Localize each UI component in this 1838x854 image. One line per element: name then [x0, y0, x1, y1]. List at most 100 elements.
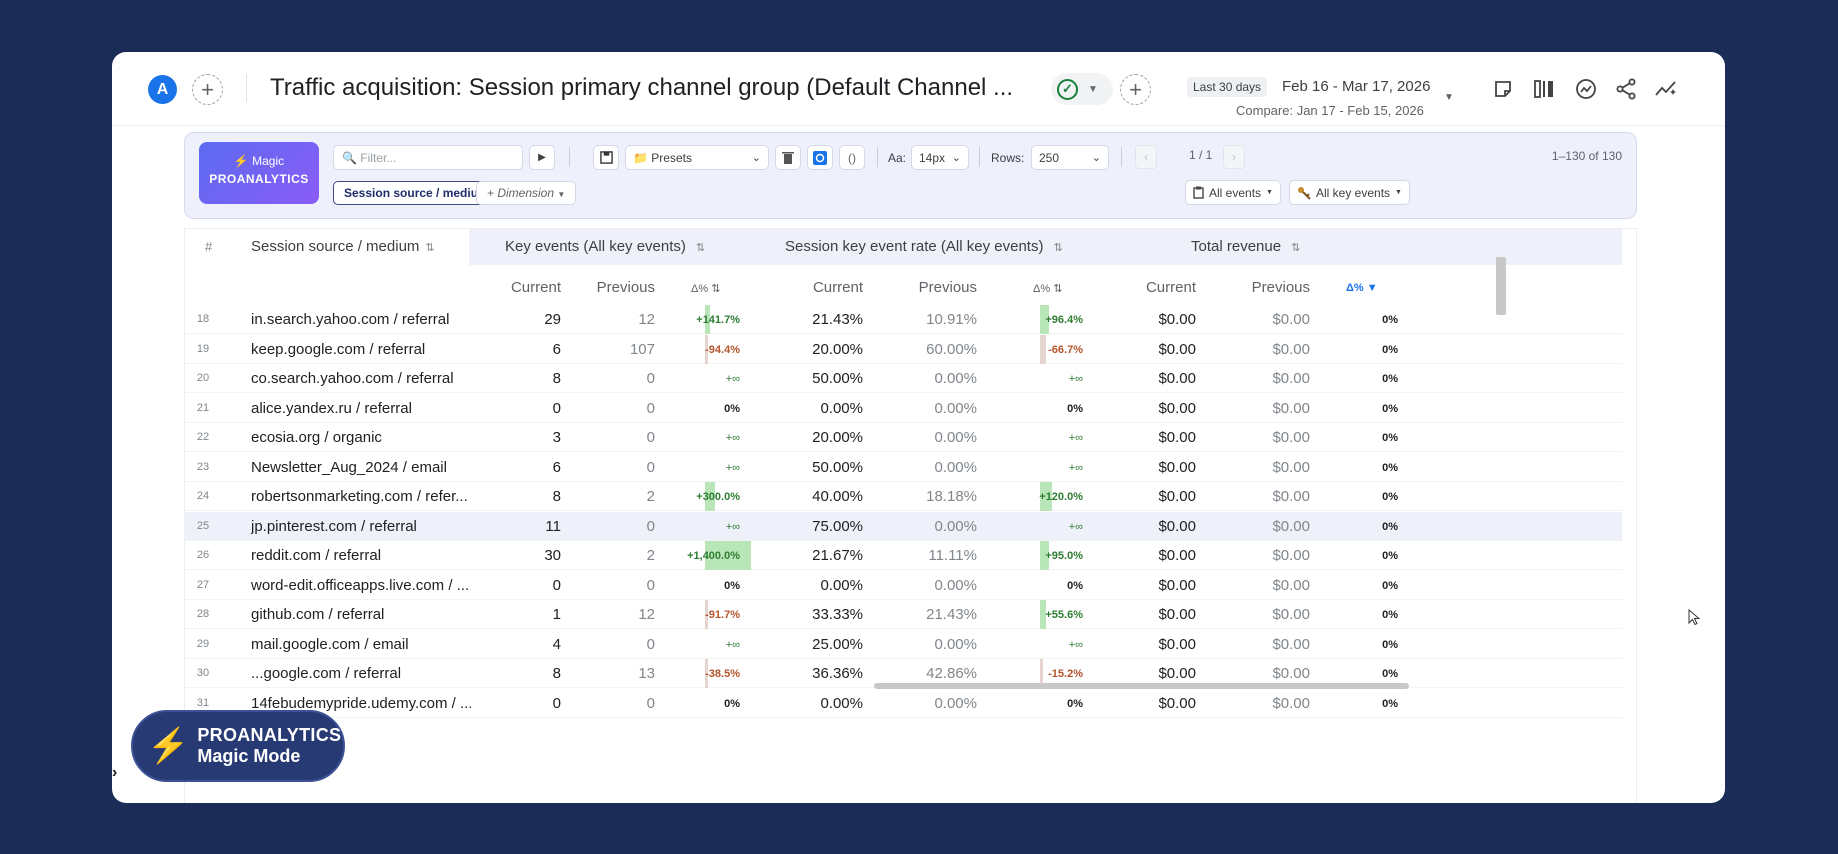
rate-delta-bar — [1040, 541, 1049, 570]
revenue-previous: $0.00 — [1272, 576, 1310, 594]
rate-current: 0.00% — [820, 694, 863, 712]
row-number: 19 — [196, 342, 210, 355]
col-header-source[interactable]: Session source / medium ⇅ — [251, 238, 435, 255]
presets-select[interactable]: 📁 Presets ⌄ — [625, 145, 769, 170]
date-preset-chip[interactable]: Last 30 days — [1187, 77, 1268, 97]
save-button[interactable] — [593, 145, 619, 170]
add-dimension-button[interactable]: + Dimension ▼ — [476, 181, 577, 205]
horizontal-scrollbar[interactable] — [874, 683, 1409, 689]
toolbar-divider — [569, 147, 570, 167]
table-row[interactable]: 26 reddit.com / referral 30 2 21.67% 11.11% $0… — [185, 541, 1622, 570]
table-row[interactable]: 25 jp.pinterest.com / referral 11 0 75.00% 0.… — [185, 511, 1622, 541]
sort-icon[interactable]: ⇅ — [425, 242, 435, 254]
rate-current: 75.00% — [812, 517, 863, 535]
sub-header-previous[interactable]: Previous — [596, 279, 655, 296]
filter-input[interactable]: 🔍 Filter... — [333, 145, 523, 170]
rate-current: 40.00% — [812, 488, 863, 505]
report-status-dropdown[interactable]: ✓ ▼ — [1051, 73, 1113, 105]
source-medium-cell: github.com / referral — [251, 606, 385, 623]
table-row[interactable]: 27 word-edit.officeapps.live.com / ... 0 0 0… — [185, 571, 1622, 600]
sub-header-current[interactable]: Current — [1145, 279, 1196, 296]
all-key-events-label: All key events — [1316, 185, 1391, 200]
chevron-right-icon[interactable]: › — [112, 764, 118, 781]
sparkline-icon[interactable] — [1652, 75, 1680, 103]
revenue-current: $0.00 — [1158, 576, 1196, 594]
sub-header-delta[interactable]: Δ% ⇅ — [691, 282, 720, 295]
table-row[interactable]: 22 ecosia.org / organic 3 0 20.00% 0.00% $0.00… — [185, 423, 1622, 452]
page-title: Traffic acquisition: Session primary cha… — [270, 74, 1014, 101]
sort-icon[interactable]: ⇅ — [1053, 242, 1063, 254]
prev-page-button[interactable]: ‹ — [1135, 145, 1157, 169]
next-page-button[interactable]: › — [1223, 145, 1245, 169]
share-icon[interactable] — [1612, 75, 1640, 103]
date-range[interactable]: Feb 16 - Mar 17, 2026 — [1282, 78, 1431, 95]
rate-previous: 0.00% — [934, 576, 977, 594]
key-icon — [1298, 186, 1311, 200]
proanalytics-logo[interactable]: ⚡ Magic PROANALYTICS — [199, 142, 319, 204]
avatar[interactable]: A — [148, 75, 177, 104]
sub-header-previous[interactable]: Previous — [918, 279, 977, 296]
note-icon[interactable] — [1489, 75, 1517, 103]
key-events-delta-bar — [705, 305, 710, 334]
col-header-source-label: Session source / medium — [251, 238, 420, 255]
sub-header-current[interactable]: Current — [812, 279, 863, 296]
table-row[interactable]: 31 14febudemypride.udemy.com / ... 0 0 0.00%… — [185, 689, 1622, 718]
table-row[interactable]: 24 robertsonmarketing.com / refer... 8 2 40.… — [185, 482, 1622, 511]
revenue-previous: $0.00 — [1272, 517, 1310, 535]
table-row[interactable]: 21 alice.yandex.ru / referral 0 0 0.00% 0.00%… — [185, 394, 1622, 423]
vertical-scrollbar[interactable] — [1496, 257, 1506, 315]
sort-icon: ⇅ — [1053, 283, 1063, 295]
col-group-total-revenue[interactable]: Total revenue ⇅ — [1191, 238, 1300, 255]
sub-header-delta-sorted[interactable]: Δ% ▼ — [1346, 282, 1378, 294]
insights-icon[interactable] — [1572, 75, 1600, 103]
all-key-events-select[interactable]: All key events ▼ — [1289, 180, 1410, 205]
sort-icon: ⇅ — [711, 283, 721, 295]
rate-delta: +120.0% — [1039, 491, 1083, 503]
toolbar-divider — [1121, 147, 1122, 167]
row-number: 29 — [196, 637, 210, 650]
magic-mode-badge[interactable]: ⚡ PROANALYTICS Magic Mode — [131, 710, 345, 782]
delta-label: Δ% — [1033, 283, 1051, 295]
sort-icon[interactable]: ⇅ — [695, 242, 706, 254]
regex-toggle-button[interactable]: () — [839, 145, 865, 170]
dimension-label: Session source / medium — [344, 186, 489, 200]
table-row[interactable]: 20 co.search.yahoo.com / referral 8 0 50.00%… — [185, 364, 1622, 393]
sub-header-previous[interactable]: Previous — [1251, 279, 1310, 296]
clipboard-icon — [1193, 186, 1204, 199]
refresh-button[interactable] — [807, 145, 833, 170]
save-icon — [599, 151, 613, 164]
sort-icon[interactable]: ⇅ — [1291, 242, 1301, 254]
date-dropdown-icon[interactable]: ▼ — [1444, 92, 1454, 103]
table-row[interactable]: 19 keep.google.com / referral 6 107 20.00% 60… — [185, 334, 1622, 364]
table-row[interactable]: 29 mail.google.com / email 4 0 25.00% 0.00% $0… — [185, 630, 1622, 659]
revenue-delta: 0% — [1382, 638, 1398, 651]
source-medium-cell: reddit.com / referral — [251, 547, 382, 564]
key-events-current: 6 — [552, 458, 561, 476]
table-row[interactable]: 28 github.com / referral 1 12 33.33% 21.43% $0… — [185, 600, 1622, 629]
key-events-delta-bar — [705, 659, 708, 688]
add-button[interactable]: + — [1120, 74, 1151, 105]
compare-columns-icon[interactable] — [1530, 75, 1558, 103]
source-medium-cell: ecosia.org / organic — [251, 429, 382, 446]
revenue-current: $0.00 — [1158, 694, 1196, 712]
add-dimension-label: + Dimension — [487, 186, 555, 200]
revenue-previous: $0.00 — [1272, 458, 1310, 476]
source-medium-cell: ...google.com / referral — [251, 665, 402, 682]
chevron-down-icon: ▼ — [1088, 83, 1098, 95]
all-events-select[interactable]: All events ▼ — [1185, 180, 1281, 205]
rows-select[interactable]: 250 ⌄ — [1031, 145, 1109, 170]
table-row[interactable]: 23 Newsletter_Aug_2024 / email 6 0 50.00% 0.0… — [185, 453, 1622, 482]
rate-current: 50.00% — [812, 458, 863, 476]
sub-header-delta[interactable]: Δ% ⇅ — [1033, 282, 1062, 295]
table-row[interactable]: 18 in.search.yahoo.com / referral 29 12 21.4… — [185, 305, 1622, 334]
toolbar-divider — [979, 147, 980, 167]
add-comparison-button[interactable]: + — [192, 74, 223, 105]
font-size-select[interactable]: 14px ⌄ — [911, 145, 969, 170]
col-group-key-events[interactable]: Key events (All key events) ⇅ — [505, 238, 705, 255]
rate-delta: +∞ — [1068, 638, 1083, 651]
sub-header-current[interactable]: Current — [510, 279, 561, 296]
delete-preset-button[interactable] — [775, 145, 801, 170]
run-filter-button[interactable]: ▶ — [529, 145, 555, 170]
col-group-key-event-rate[interactable]: Session key event rate (All key events) ⇅ — [785, 238, 1063, 255]
source-medium-cell: mail.google.com / email — [251, 635, 409, 653]
